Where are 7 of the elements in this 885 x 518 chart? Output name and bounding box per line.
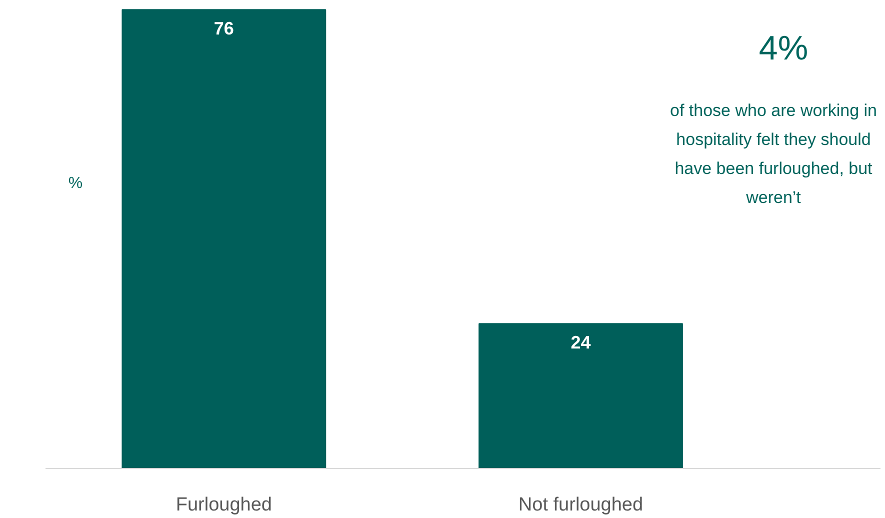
annotation: of those who are working in hospitality felt they should have been furloughed, but weren’t: [670, 101, 877, 207]
data-label: 76: [214, 18, 234, 39]
x-tick-label: Furloughed: [176, 494, 272, 516]
data-label: 24: [570, 332, 591, 353]
y-axis-title: %: [68, 175, 83, 192]
annotation: 4%: [758, 30, 808, 68]
x-tick-label: Not furloughed: [518, 494, 644, 516]
